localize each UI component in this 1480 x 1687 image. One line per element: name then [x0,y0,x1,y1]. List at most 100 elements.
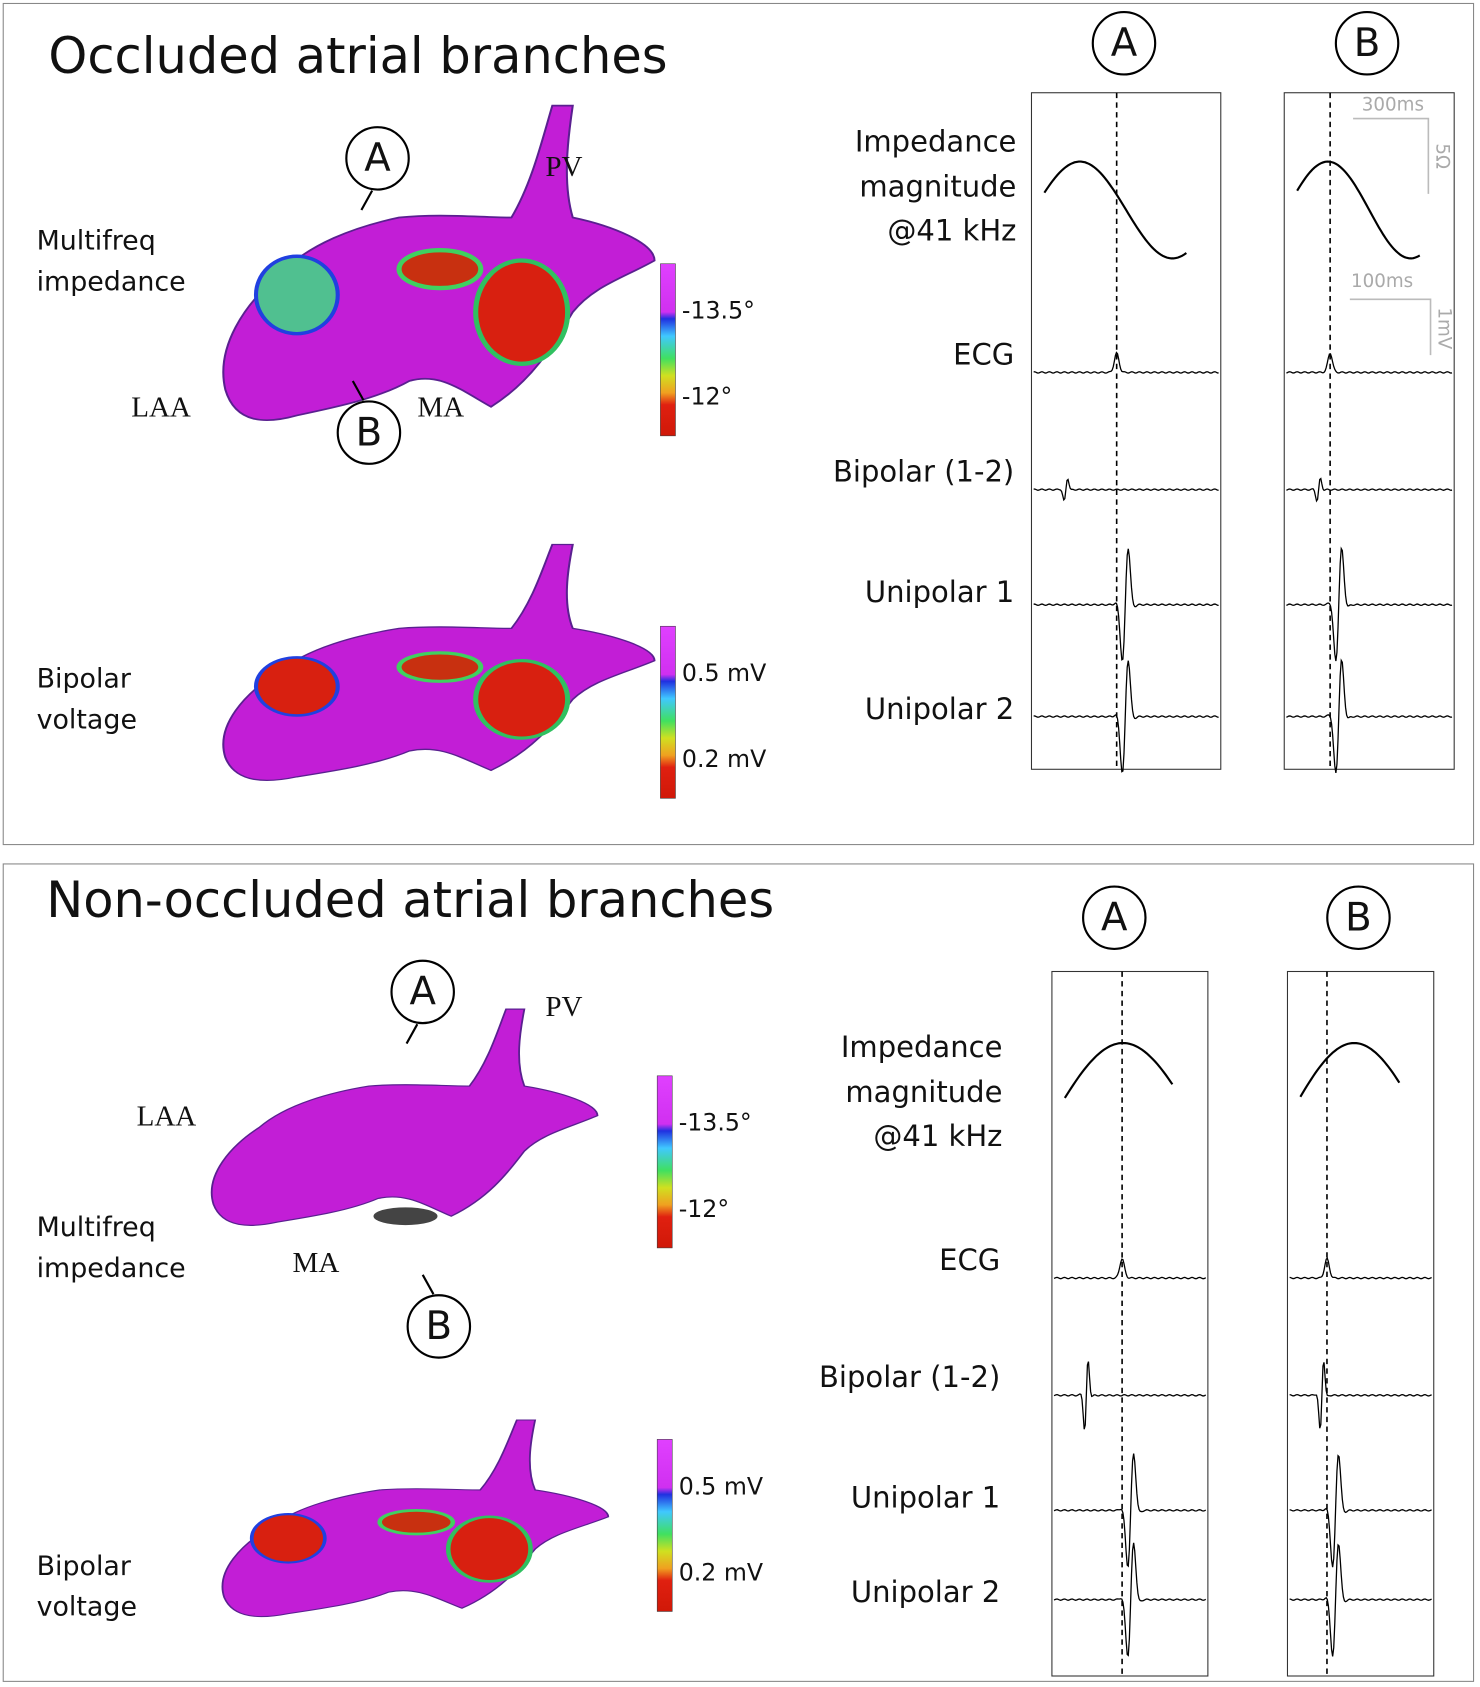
impedance-trace [1299,1041,1401,1098]
ecg-trace [1286,353,1453,374]
marker-arrow [405,1023,419,1045]
atrial-map [222,104,656,422]
column-circle [1326,885,1391,950]
unipolar-trace [1053,1453,1207,1568]
map-label: Multifreq [37,226,156,257]
marker-letter: B [426,1304,453,1349]
ecg-trace [1033,351,1219,374]
map-patch [396,651,484,683]
impedance-trace [1296,160,1421,260]
bipolar-trace [1053,1361,1207,1430]
marker-circle [345,126,410,191]
panel-border [2,863,1475,1682]
scale-label: 100ms [1351,271,1413,292]
colorbar [660,625,676,799]
colorbar-label: -12° [682,383,732,411]
colorbar-label: -13.5° [682,297,755,325]
unipolar-trace [1289,1454,1432,1568]
map-patch [377,1509,456,1536]
column-letter: B [1345,895,1372,940]
marker-arrow [421,1274,435,1295]
trace-label: Unipolar 2 [851,1575,1000,1609]
trace-label: ECG [953,337,1014,371]
column-letter: B [1354,21,1381,66]
marker-letter: B [356,410,383,455]
bipolar-trace [1289,1362,1432,1429]
impedance-trace [1063,1041,1174,1099]
ecg-trace [1053,1258,1207,1280]
unipolar-trace [1053,1542,1207,1657]
anatomy-label: LAA [131,392,191,424]
map-surface [210,1008,599,1226]
colorbar-label: -12° [679,1195,729,1223]
trace-box [1286,970,1435,1677]
trace-label: Impedance [855,124,1017,158]
map-patch [253,254,340,336]
trace-box [1030,92,1222,770]
map-label: voltage [37,704,137,735]
map-patch [473,659,571,740]
anatomy-label: MA [417,392,464,424]
panel-title: Occluded atrial branches [48,27,667,85]
bipolar-trace [1286,477,1453,503]
colorbar-label: 0.2 mV [679,1558,763,1586]
unipolar-trace [1033,548,1219,661]
atrial-map [210,1008,599,1226]
colorbar-label: 0.2 mV [682,745,766,773]
scale-bar [1349,117,1432,356]
column-circle [1082,885,1147,950]
colorbar-label: 0.5 mV [679,1472,763,1500]
impedance-trace [1043,160,1187,260]
panel-border [2,2,1475,846]
bipolar-trace [1033,478,1219,502]
atrial-map [221,1419,610,1618]
trace-label: magnitude [859,169,1016,203]
trace-label: Unipolar 1 [851,1481,1000,1515]
trace-label: Bipolar (1-2) [833,455,1014,489]
map-patch [396,248,484,291]
column-circle [1334,10,1400,76]
scale-label: 300ms [1362,95,1424,116]
colorbar [656,1439,673,1612]
map-patch [249,1513,327,1564]
trace-label: @41 kHz [887,214,1016,248]
map-patch [473,258,571,366]
map-label: Multifreq [37,1212,156,1243]
trace-label: ECG [939,1243,1000,1277]
anatomy-label: PV [545,151,582,183]
unipolar-trace [1289,1543,1432,1657]
colorbar-label: 0.5 mV [682,659,766,687]
trace-label: Unipolar 2 [865,692,1014,726]
trace-label: Bipolar (1-2) [819,1360,1000,1394]
marker-circle [406,1294,472,1359]
unipolar-trace [1286,658,1453,774]
trace-label: magnitude [845,1075,1002,1109]
trace-box [1283,92,1455,770]
map-shadow [373,1207,438,1226]
anatomy-label: MA [293,1247,340,1279]
atrial-map [222,543,656,782]
map-label: Bipolar [37,1551,132,1582]
marker-circle [390,959,455,1025]
trace-label: Impedance [841,1030,1003,1064]
unipolar-trace [1286,546,1453,662]
ecg-trace [1289,1257,1432,1280]
column-circle [1091,10,1157,76]
scale-label: 1mV [1433,307,1454,349]
map-label: voltage [37,1592,137,1623]
column-letter: A [1111,21,1138,66]
marker-circle [336,400,402,465]
marker-letter: A [364,136,391,181]
marker-arrow [360,190,374,211]
unipolar-trace [1033,660,1219,773]
panel-title: Non-occluded atrial branches [46,871,774,929]
map-label: impedance [37,1253,186,1284]
colorbar-label: -13.5° [679,1109,752,1137]
scale-label: 5Ω [1431,143,1452,169]
map-label: impedance [37,267,186,298]
marker-letter: A [409,970,436,1015]
colorbar [656,1075,673,1249]
map-patch [253,656,340,717]
map-patch [445,1515,533,1583]
